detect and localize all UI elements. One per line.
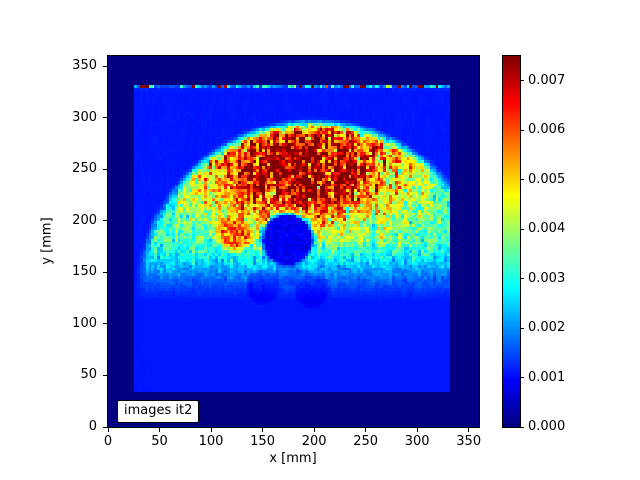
x-tick-mark <box>416 428 418 432</box>
y-tick-mark <box>103 426 107 428</box>
x-tick-mark <box>262 428 264 432</box>
colorbar-gradient <box>503 56 520 427</box>
heatmap-axes: images it2 <box>107 55 480 428</box>
y-tick-label: 250 <box>72 161 97 177</box>
colorbar-tick-mark <box>520 377 524 379</box>
y-tick-label: 0 <box>88 419 97 434</box>
x-tick-label: 200 <box>301 434 327 449</box>
y-tick-mark <box>103 323 107 325</box>
x-tick-mark <box>107 428 109 432</box>
x-tick-label: 350 <box>456 434 482 449</box>
colorbar-tick-mark <box>520 278 524 280</box>
y-tick-label: 350 <box>72 58 97 74</box>
colorbar-tick-mark <box>520 179 524 181</box>
x-tick-mark <box>159 428 161 432</box>
y-tick-mark <box>103 65 107 67</box>
colorbar-tick-label: 0.000 <box>528 419 566 434</box>
x-tick-label: 250 <box>353 434 379 449</box>
x-tick-mark <box>313 428 315 432</box>
colorbar-tick-mark <box>520 228 524 230</box>
y-tick-label: 100 <box>72 315 97 331</box>
y-axis-title: y [mm] <box>39 217 55 265</box>
colorbar-tick-mark <box>520 80 524 82</box>
x-tick-label: 150 <box>250 434 275 449</box>
y-tick-mark <box>103 117 107 119</box>
x-tick-label: 100 <box>198 434 224 449</box>
y-tick-label: 300 <box>72 109 97 125</box>
colorbar-tick-label: 0.002 <box>528 320 566 336</box>
colorbar-tick-label: 0.007 <box>528 72 566 88</box>
y-tick-label: 150 <box>72 264 97 280</box>
x-tick-mark <box>210 428 212 432</box>
colorbar-tick-label: 0.005 <box>528 171 566 187</box>
legend-box: images it2 <box>117 400 200 423</box>
heatmap-image <box>108 56 479 427</box>
legend-label: images it2 <box>124 403 193 418</box>
x-tick-label: 300 <box>404 434 430 449</box>
colorbar-tick-label: 0.003 <box>528 270 566 286</box>
colorbar-tick-label: 0.006 <box>528 122 566 138</box>
colorbar-tick-mark <box>520 426 524 428</box>
colorbar-tick-label: 0.004 <box>528 221 566 237</box>
y-tick-mark <box>103 220 107 222</box>
x-tick-label: 50 <box>151 434 168 449</box>
y-tick-label: 50 <box>80 367 97 383</box>
y-tick-mark <box>103 271 107 273</box>
y-tick-mark <box>103 374 107 376</box>
colorbar <box>502 55 521 428</box>
x-axis-title: x [mm] <box>269 451 317 466</box>
y-tick-mark <box>103 168 107 170</box>
colorbar-tick-mark <box>520 129 524 131</box>
colorbar-tick-mark <box>520 327 524 329</box>
x-tick-mark <box>365 428 367 432</box>
y-tick-label: 200 <box>72 212 97 228</box>
x-tick-mark <box>468 428 470 432</box>
x-tick-label: 0 <box>103 434 113 449</box>
colorbar-tick-label: 0.001 <box>528 369 566 385</box>
